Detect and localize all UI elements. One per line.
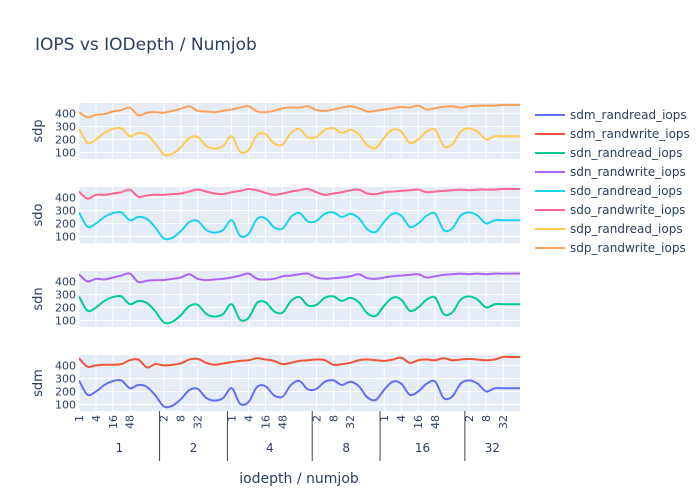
y-tick-label: 400 bbox=[55, 107, 76, 120]
x-tick-label: 8 bbox=[175, 415, 188, 422]
series-line-sdn_randwrite_iops bbox=[79, 272, 520, 284]
x-tick-label: 16 bbox=[412, 415, 425, 429]
y-tick-label: 400 bbox=[55, 275, 76, 288]
x-tick-label: 4 bbox=[242, 415, 255, 422]
panel-axis-title: sdp bbox=[31, 119, 46, 142]
series-line-sdm_randread_iops bbox=[79, 378, 520, 409]
legend: sdm_randread_iops sdm_randwrite_iops sdn_r… bbox=[535, 108, 690, 255]
y-tick-label: 400 bbox=[55, 191, 76, 204]
panel-background bbox=[79, 187, 520, 243]
legend-item-sdn_randread_iops[interactable]: sdn_randread_iops bbox=[535, 146, 683, 160]
legend-item-sdp_randread_iops[interactable]: sdp_randread_iops bbox=[535, 222, 683, 236]
y-tick-label: 200 bbox=[55, 301, 76, 314]
x-tick-label: 2 bbox=[310, 415, 323, 422]
x-tick-label: 1 bbox=[378, 415, 391, 422]
legend-item-sdn_randwrite_iops[interactable]: sdn_randwrite_iops bbox=[535, 165, 686, 179]
panel-axis-title: sdm bbox=[31, 369, 46, 397]
x-tick-label: 8 bbox=[480, 415, 493, 422]
x-tick-label: 16 bbox=[259, 415, 272, 429]
panel-background bbox=[79, 355, 520, 411]
series-line-sdp_randread_iops bbox=[79, 126, 520, 157]
legend-item-sdp_randwrite_iops[interactable]: sdp_randwrite_iops bbox=[535, 241, 686, 255]
panel-background bbox=[79, 103, 520, 159]
panels-layer: 100200300400sdp100200300400sdo1002003004… bbox=[31, 103, 520, 411]
x-tick-label: 4 bbox=[90, 415, 103, 422]
legend-item-sdo_randwrite_iops[interactable]: sdo_randwrite_iops bbox=[535, 203, 685, 217]
y-tick-label: 300 bbox=[55, 372, 76, 385]
numjob-group-label: 32 bbox=[485, 441, 500, 455]
legend-label: sdo_randwrite_iops bbox=[570, 203, 685, 217]
panel-axis-title: sdo bbox=[31, 203, 46, 226]
legend-label: sdm_randwrite_iops bbox=[570, 127, 690, 141]
numjob-group-label: 2 bbox=[190, 441, 198, 455]
legend-label: sdo_randread_iops bbox=[570, 184, 682, 198]
x-tick-label: 48 bbox=[124, 415, 137, 429]
legend-label: sdp_randwrite_iops bbox=[570, 241, 686, 255]
panel-background bbox=[79, 271, 520, 327]
x-axis: 1 4 16 48 2 8 32 1 4 16 48 2 8 32 1 4 16 48 2 8 321 2 4 8 16 32 bbox=[73, 411, 510, 461]
x-tick-label: 16 bbox=[107, 415, 120, 429]
y-tick-label: 100 bbox=[55, 314, 76, 327]
x-tick-label: 32 bbox=[497, 415, 510, 429]
y-tick-label: 400 bbox=[55, 359, 76, 372]
x-axis-title: iodepth / numjob bbox=[239, 471, 359, 487]
x-tick-label: 8 bbox=[327, 415, 340, 422]
x-tick-label: 48 bbox=[429, 415, 442, 429]
x-tick-label: 2 bbox=[463, 415, 476, 422]
legend-label: sdm_randread_iops bbox=[570, 108, 687, 122]
x-tick-label: 4 bbox=[395, 415, 408, 422]
x-tick-label: 2 bbox=[158, 415, 171, 422]
numjob-group-label: 16 bbox=[415, 441, 430, 455]
y-tick-label: 100 bbox=[55, 146, 76, 159]
series-line-sdp_randwrite_iops bbox=[79, 103, 520, 119]
legend-item-sdo_randread_iops[interactable]: sdo_randread_iops bbox=[535, 184, 682, 198]
series-line-sdn_randread_iops bbox=[79, 294, 520, 325]
x-tick-label: 48 bbox=[276, 415, 289, 429]
numjob-group-label: 1 bbox=[115, 441, 123, 455]
y-tick-label: 200 bbox=[55, 217, 76, 230]
panel-axis-title: sdn bbox=[31, 287, 46, 310]
legend-label: sdn_randread_iops bbox=[570, 146, 683, 160]
y-tick-label: 100 bbox=[55, 398, 76, 411]
numjob-group-label: 4 bbox=[266, 441, 274, 455]
chart-title: IOPS vs IODepth / Numjob bbox=[35, 35, 257, 55]
legend-label: sdn_randwrite_iops bbox=[570, 165, 686, 179]
y-tick-label: 300 bbox=[55, 204, 76, 217]
series-line-sdo_randread_iops bbox=[79, 210, 520, 241]
numjob-group-label: 8 bbox=[342, 441, 350, 455]
y-tick-label: 300 bbox=[55, 120, 76, 133]
legend-label: sdp_randread_iops bbox=[570, 222, 683, 236]
series-line-sdm_randwrite_iops bbox=[79, 355, 520, 369]
x-tick-label: 1 bbox=[73, 415, 86, 422]
legend-item-sdm_randread_iops[interactable]: sdm_randread_iops bbox=[535, 108, 687, 122]
x-tick-label: 32 bbox=[192, 415, 205, 429]
y-tick-label: 300 bbox=[55, 288, 76, 301]
x-tick-label: 32 bbox=[344, 415, 357, 429]
y-tick-label: 100 bbox=[55, 230, 76, 243]
x-tick-label: 1 bbox=[226, 415, 239, 422]
series-line-sdo_randwrite_iops bbox=[79, 187, 520, 200]
y-tick-label: 200 bbox=[55, 133, 76, 146]
y-tick-label: 200 bbox=[55, 385, 76, 398]
legend-item-sdm_randwrite_iops[interactable]: sdm_randwrite_iops bbox=[535, 127, 690, 141]
